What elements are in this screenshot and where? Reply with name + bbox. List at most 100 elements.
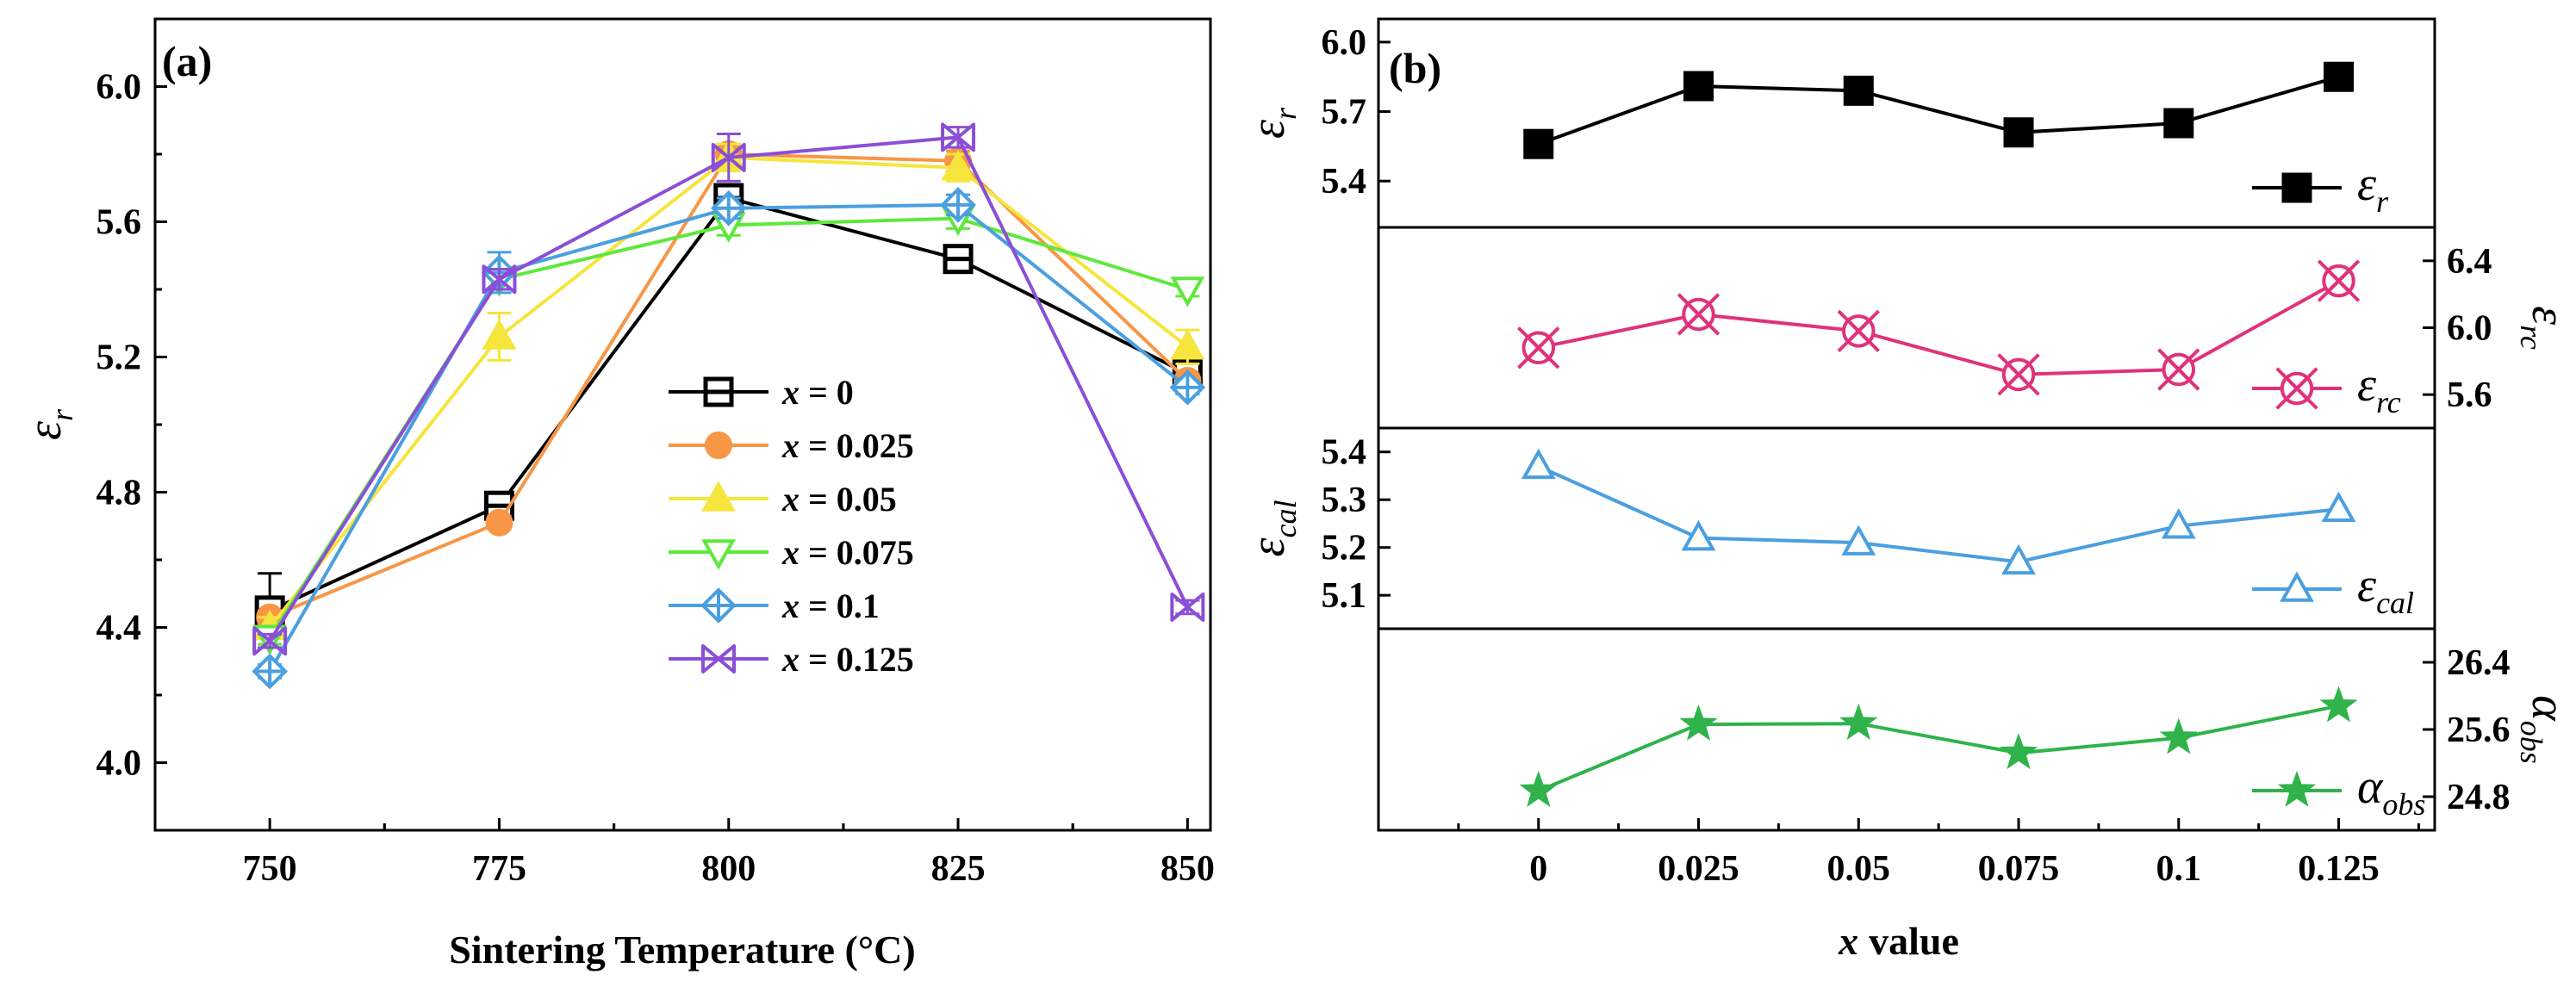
series-5 xyxy=(252,122,1205,656)
data-point xyxy=(1841,525,1876,556)
data-point xyxy=(2003,117,2034,148)
series-line xyxy=(268,216,1188,639)
panel-b-xlabel-prefix: x xyxy=(1838,919,1858,963)
legend-entry: x = 0.1 xyxy=(669,587,880,625)
legend-entry: x = 0.075 xyxy=(669,533,914,572)
panel-a-ytick-label: 4.4 xyxy=(96,609,142,649)
panel-a-ylabel: εr xyxy=(18,408,79,440)
series-line xyxy=(1538,279,2340,376)
series-0 xyxy=(254,183,1203,649)
svg-text:αobs: αobs xyxy=(2514,695,2575,763)
ytick-label: 5.6 xyxy=(2447,376,2492,415)
data-point xyxy=(1170,276,1205,307)
ytick-label: 5.3 xyxy=(1322,481,1367,520)
panel-a-xlabel: Sintering Temperature (°C) xyxy=(449,928,915,971)
data-point xyxy=(482,319,517,350)
panel-a-ytick-label: 6.0 xyxy=(96,68,142,108)
panel-b-label: (b) xyxy=(1389,44,1441,92)
panel-a-frame xyxy=(153,17,1212,832)
panel-a-ytick-label: 4.8 xyxy=(96,474,142,513)
legend-entry: x = 0.125 xyxy=(669,640,914,679)
legend-marker xyxy=(2275,367,2318,410)
data-point xyxy=(485,508,513,537)
legend-marker xyxy=(701,539,736,570)
data-point xyxy=(710,189,747,227)
panel-b-xtick-label: 0.025 xyxy=(1658,849,1739,889)
data-point xyxy=(2001,543,2036,575)
panel-a-legend: x = 0 x = 0.025 x = 0.05 x = 0.075 x = 0.1 x = 0.12… xyxy=(669,373,914,679)
svg-text:εr: εr xyxy=(18,408,79,440)
data-point xyxy=(1683,71,1714,102)
legend-entry: x = 0.05 xyxy=(669,480,897,518)
svg-text:εrc: εrc xyxy=(2514,306,2575,350)
panel-b: 5.4 5.7 6.0 εr εr 5.6 6.0 6.4 εrc εrc 5.1 5.2 5.3 5.4… xyxy=(1241,17,2575,963)
series-line xyxy=(1538,704,2339,793)
legend-marker xyxy=(703,376,734,407)
ytick-label: 24.8 xyxy=(2447,778,2511,817)
data-point xyxy=(2317,259,2361,302)
data-point xyxy=(252,626,288,656)
ytick-label: 6.4 xyxy=(2447,242,2492,282)
subplot-ylabel: εr xyxy=(1241,107,1303,139)
legend-label: εrc xyxy=(2357,358,2401,419)
legend-label: εr xyxy=(2357,158,2389,219)
legend-marker xyxy=(2281,172,2312,203)
data-point xyxy=(2324,61,2355,92)
data-point xyxy=(1999,733,2038,770)
data-point xyxy=(941,122,976,152)
panel-a-ylabel-symbol: ε xyxy=(18,420,72,440)
data-point xyxy=(1837,309,1880,353)
data-point xyxy=(1523,128,1554,159)
legend-entry: x = 0.025 xyxy=(669,426,914,465)
subplot-1: 5.6 6.0 6.4 εrc εrc xyxy=(1377,226,2575,430)
ytick-label: 26.4 xyxy=(2447,643,2511,683)
svg-text:εcal: εcal xyxy=(1241,500,1303,556)
data-point xyxy=(1679,704,1718,741)
legend-label: αobs xyxy=(2357,760,2425,822)
data-point xyxy=(2321,491,2356,523)
legend-marker xyxy=(705,431,732,459)
data-point xyxy=(1170,329,1205,360)
subplot-ylabel: εcal xyxy=(1241,500,1303,556)
legend-label: x = 0.125 xyxy=(781,640,914,679)
panel-b-xtick-label: 0 xyxy=(1529,849,1547,889)
data-point xyxy=(2163,108,2194,139)
data-point xyxy=(1843,75,1874,106)
panel-a-ylabel-sub: r xyxy=(45,408,79,421)
series-line xyxy=(1538,75,2340,146)
data-point xyxy=(1170,592,1205,622)
data-point xyxy=(1517,326,1560,369)
subplot-ylabel: αobs xyxy=(2514,695,2575,763)
data-point xyxy=(2319,686,2358,723)
subplot-ylabel: εrc xyxy=(2514,306,2575,350)
panel-b-xtick-label: 0.05 xyxy=(1827,849,1891,889)
subplot-legend: εr xyxy=(2252,158,2389,219)
data-point xyxy=(1997,353,2040,396)
legend-label: εcal xyxy=(2357,559,2414,620)
ytick-label: 25.6 xyxy=(2447,711,2511,750)
data-point xyxy=(943,244,974,275)
data-point xyxy=(1839,703,1878,741)
data-point xyxy=(1681,520,1716,551)
svg-text:εr: εr xyxy=(1241,107,1303,139)
legend-marker xyxy=(2277,770,2317,807)
series-line xyxy=(1537,464,2339,564)
panel-b-xtick-label: 0.1 xyxy=(2156,849,2202,889)
ytick-label: 6.0 xyxy=(2447,309,2492,349)
data-point xyxy=(252,653,288,690)
data-point xyxy=(941,150,975,181)
subplot-legend: αobs xyxy=(2252,760,2425,822)
panel-a-ytick-label: 5.2 xyxy=(96,338,142,378)
ytick-label: 5.7 xyxy=(1322,93,1367,133)
legend-marker xyxy=(701,644,736,674)
legend-entry: x = 0 xyxy=(669,373,854,412)
data-point xyxy=(2159,717,2198,754)
panel-a-ytick-label: 5.6 xyxy=(96,203,142,243)
subplot-legend: εrc xyxy=(2252,358,2401,419)
panel-a: 4.0 4.4 4.8 5.2 5.6 6.0 750 775 800 825 850 (a) Si… xyxy=(18,17,1215,971)
legend-marker xyxy=(2280,571,2314,602)
panel-b-xlabel: x value xyxy=(1838,919,1959,963)
panel-b-xlabel-rest: value xyxy=(1869,919,1959,963)
